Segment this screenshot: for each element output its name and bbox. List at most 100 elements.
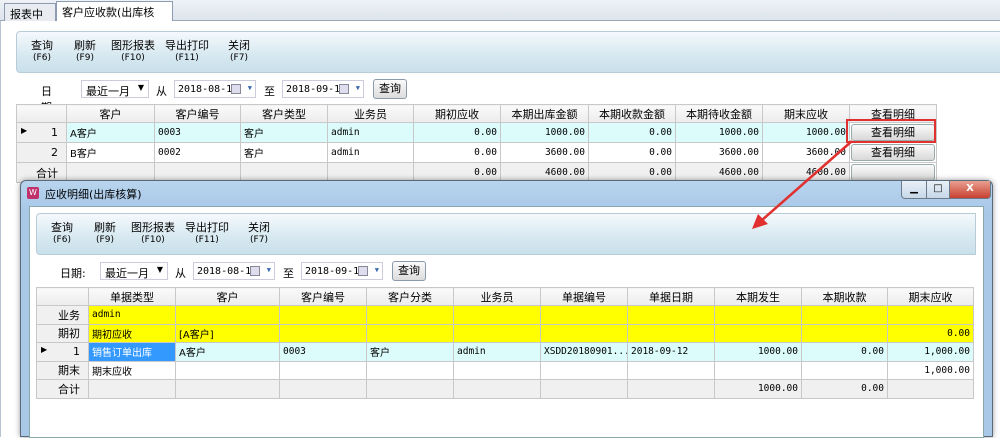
table-cell[interactable]: admin bbox=[327, 142, 414, 163]
from-date-input[interactable]: 2018-08-12 ▼ bbox=[193, 262, 275, 280]
toolbar-button-1[interactable]: 刷新 (F9) bbox=[94, 222, 116, 246]
table-cell[interactable]: 客户 bbox=[366, 342, 454, 362]
table-cell[interactable]: 0.00 bbox=[801, 342, 888, 362]
table-cell[interactable] bbox=[327, 162, 414, 183]
table-cell[interactable] bbox=[714, 360, 802, 380]
table-cell[interactable] bbox=[887, 379, 974, 399]
table-cell[interactable] bbox=[453, 379, 541, 399]
view-detail-button[interactable] bbox=[851, 164, 935, 181]
calendar-icon[interactable] bbox=[250, 266, 260, 276]
tab-report-center[interactable]: 报表中心 bbox=[4, 3, 56, 37]
view-detail-button[interactable]: 查看明细 bbox=[851, 144, 935, 161]
table-cell[interactable]: 1,000.00 bbox=[887, 342, 974, 362]
table-cell[interactable]: [A客户] bbox=[175, 323, 280, 343]
table-cell[interactable] bbox=[366, 305, 454, 325]
table-cell[interactable] bbox=[540, 305, 628, 325]
table-row[interactable]: ▶ 1 销售订单出库 A客户 0003 客户 admin XSDD20180901... 201… bbox=[36, 342, 974, 362]
toolbar-button-1[interactable]: 刷新 (F9) bbox=[74, 40, 96, 64]
column-header[interactable]: 客户编号 bbox=[279, 287, 367, 306]
table-cell[interactable] bbox=[154, 162, 241, 183]
close-button[interactable]: X bbox=[949, 181, 991, 199]
table-cell[interactable]: 0.00 bbox=[413, 122, 501, 143]
table-cell[interactable] bbox=[366, 323, 454, 343]
column-header[interactable]: 客户编号 bbox=[154, 104, 241, 123]
table-cell[interactable] bbox=[366, 360, 454, 380]
toolbar-button-0[interactable]: 查询 (F6) bbox=[51, 222, 73, 246]
to-date-input[interactable]: 2018-09-12 ▼ bbox=[282, 80, 364, 98]
table-cell[interactable]: 4600.00 bbox=[500, 162, 589, 183]
table-cell[interactable]: admin bbox=[88, 305, 176, 325]
toolbar-button-2[interactable]: 图形报表 (F10) bbox=[111, 40, 155, 64]
toolbar-button-4[interactable]: 关闭 (F7) bbox=[228, 40, 250, 64]
period-select[interactable]: 最近一月 ▼ bbox=[100, 262, 168, 280]
table-cell[interactable]: 0.00 bbox=[887, 323, 974, 343]
table-row[interactable]: 期初 期初应收 [A客户] 0.00 bbox=[36, 323, 974, 343]
to-date-input[interactable]: 2018-09-12 ▼ bbox=[301, 262, 383, 280]
table-cell[interactable]: 1000.00 bbox=[714, 379, 802, 399]
table-cell[interactable] bbox=[801, 360, 888, 380]
table-cell[interactable]: 0.00 bbox=[588, 142, 676, 163]
chevron-down-icon[interactable]: ▼ bbox=[266, 266, 271, 274]
column-header[interactable]: 业务员 bbox=[453, 287, 541, 306]
table-cell[interactable] bbox=[540, 379, 628, 399]
tab-customer-receivable[interactable]: 客户应收款(出库核算) bbox=[56, 1, 173, 35]
table-cell[interactable]: 0.00 bbox=[413, 142, 501, 163]
toolbar-button-4[interactable]: 关闭 (F7) bbox=[248, 222, 270, 246]
column-header[interactable]: 期初应收 bbox=[413, 104, 501, 123]
table-cell[interactable] bbox=[453, 305, 541, 325]
column-header[interactable]: 客户分类 bbox=[366, 287, 454, 306]
column-header[interactable]: 单据类型 bbox=[88, 287, 176, 306]
table-cell[interactable] bbox=[279, 379, 367, 399]
table-cell[interactable] bbox=[279, 323, 367, 343]
table-cell[interactable]: admin bbox=[327, 122, 414, 143]
column-header[interactable]: 期末应收 bbox=[887, 287, 974, 306]
table-cell[interactable]: 3600.00 bbox=[762, 142, 850, 163]
table-cell[interactable] bbox=[627, 323, 715, 343]
column-header[interactable]: 本期收款 bbox=[801, 287, 888, 306]
table-cell[interactable] bbox=[801, 323, 888, 343]
column-header[interactable]: 期末应收 bbox=[762, 104, 850, 123]
table-cell[interactable]: 3600.00 bbox=[675, 142, 763, 163]
column-header[interactable]: 客户 bbox=[66, 104, 155, 123]
table-cell[interactable] bbox=[279, 360, 367, 380]
table-cell[interactable]: 1000.00 bbox=[675, 122, 763, 143]
from-date-input[interactable]: 2018-08-12 ▼ bbox=[174, 80, 256, 98]
toolbar-button-2[interactable]: 图形报表 (F10) bbox=[131, 222, 175, 246]
table-cell[interactable]: 期末应收 bbox=[88, 360, 176, 380]
column-header[interactable]: 本期待收金额 bbox=[675, 104, 763, 123]
table-cell[interactable] bbox=[627, 305, 715, 325]
table-cell[interactable]: 客户 bbox=[240, 142, 328, 163]
table-cell[interactable]: 1000.00 bbox=[762, 122, 850, 143]
column-header[interactable]: 单据日期 bbox=[627, 287, 715, 306]
query-button[interactable]: 查询 bbox=[392, 261, 426, 281]
table-cell[interactable]: 1000.00 bbox=[500, 122, 589, 143]
table-cell[interactable] bbox=[540, 360, 628, 380]
table-cell[interactable] bbox=[887, 305, 974, 325]
table-cell[interactable]: 客户 bbox=[240, 122, 328, 143]
table-cell[interactable] bbox=[627, 379, 715, 399]
toolbar-button-3[interactable]: 导出打印 (F11) bbox=[165, 40, 209, 64]
table-cell[interactable]: admin bbox=[453, 342, 541, 362]
column-header[interactable]: 本期收款金额 bbox=[588, 104, 676, 123]
table-cell[interactable] bbox=[366, 379, 454, 399]
table-cell[interactable]: 0002 bbox=[154, 142, 241, 163]
chevron-down-icon[interactable]: ▼ bbox=[355, 84, 360, 92]
query-button[interactable]: 查询 bbox=[373, 79, 407, 99]
table-cell[interactable] bbox=[453, 360, 541, 380]
table-cell[interactable] bbox=[801, 305, 888, 325]
table-cell[interactable]: 0003 bbox=[154, 122, 241, 143]
column-header[interactable]: 客户 bbox=[175, 287, 280, 306]
table-cell[interactable]: XSDD20180901... bbox=[540, 342, 628, 362]
toolbar-button-0[interactable]: 查询 (F6) bbox=[31, 40, 53, 64]
table-cell[interactable] bbox=[88, 379, 176, 399]
toolbar-button-3[interactable]: 导出打印 (F11) bbox=[185, 222, 229, 246]
table-cell[interactable]: 0.00 bbox=[588, 122, 676, 143]
table-cell[interactable] bbox=[714, 305, 802, 325]
calendar-icon[interactable] bbox=[339, 84, 349, 94]
table-cell[interactable] bbox=[175, 379, 280, 399]
table-cell[interactable]: A客户 bbox=[66, 122, 155, 143]
column-header[interactable]: 本期出库金额 bbox=[500, 104, 589, 123]
minimize-button[interactable]: ▁ bbox=[901, 181, 927, 199]
table-row[interactable]: ▶ 1 A客户 0003 客户 admin 0.00 1000.00 0.00 1000.00 10… bbox=[16, 122, 937, 143]
column-header[interactable]: 本期发生 bbox=[714, 287, 802, 306]
